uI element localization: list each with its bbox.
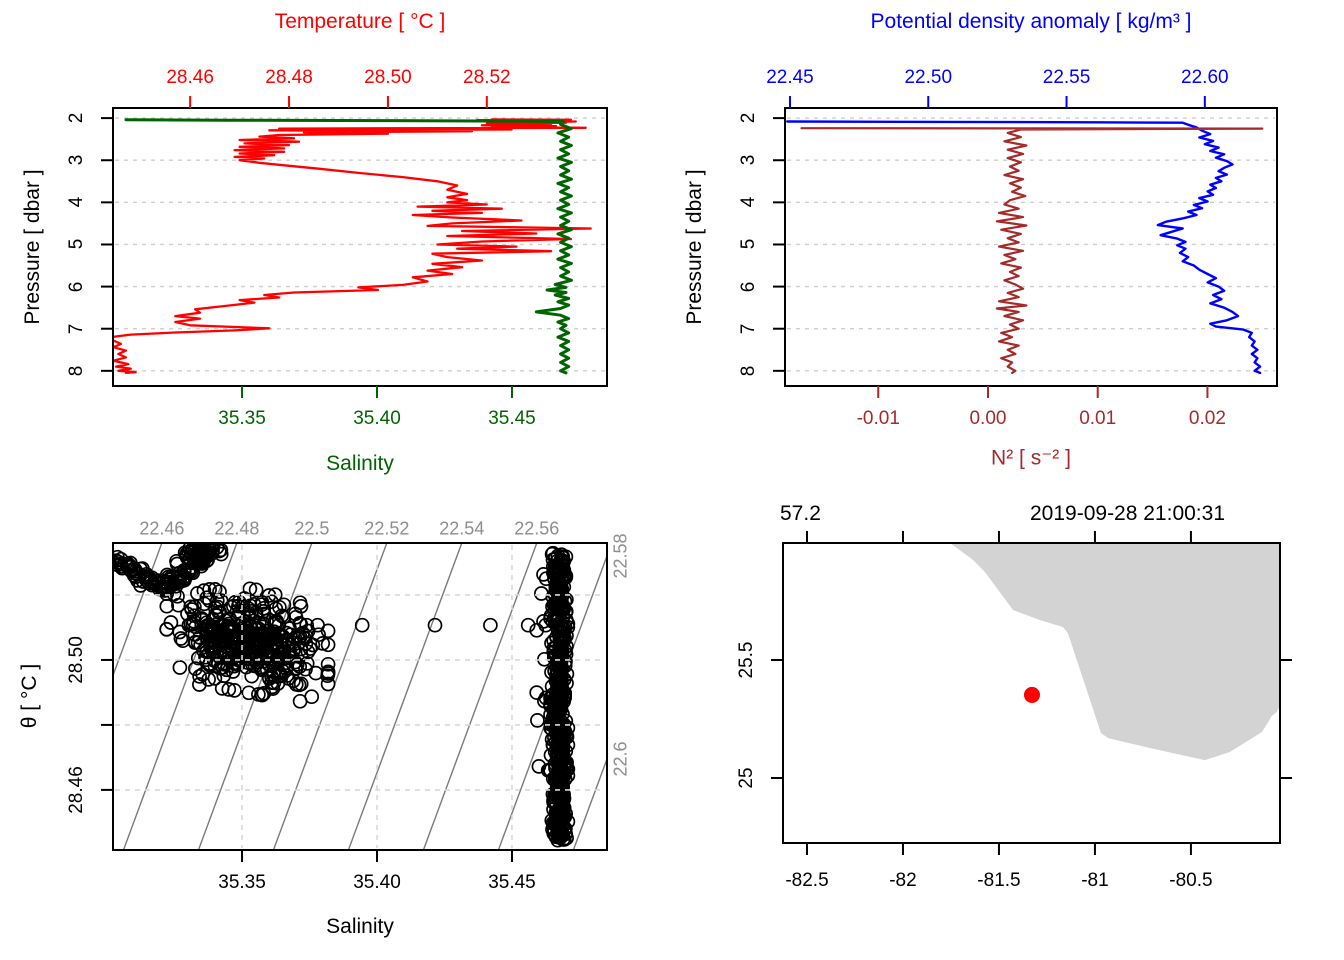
- isopycnal-label-top: 22.54: [439, 518, 485, 539]
- profile-density-N2-x_bottom-tick-label: 0.00: [969, 408, 1007, 429]
- profile-density-N2-x_top-tick-label: 22.60: [1181, 67, 1229, 88]
- station-map-x_bottom-tick-label: -82.5: [785, 870, 829, 891]
- TS-diagram-x_bottom-tick-label: 35.35: [218, 872, 266, 893]
- map-datetime-label: 2019-09-28 21:00:31: [1030, 502, 1225, 525]
- salinity-axis-title-ts: Salinity: [326, 915, 394, 938]
- profile-density-N2-x_bottom-tick-label: 0.01: [1079, 408, 1117, 429]
- profile-temperature-salinity-y-tick-label: 5: [66, 239, 87, 250]
- profile-density-N2-y-tick-label: 7: [738, 323, 759, 334]
- map-lat-tick-label: 25: [736, 767, 757, 789]
- profile-density-N2-x_top-tick-label: 22.50: [904, 67, 953, 88]
- station-map-x_bottom-tick-label: -81.5: [977, 870, 1021, 891]
- pressure-axis-title-right: Pressure [ dbar ]: [683, 169, 706, 325]
- station-map-x_bottom-tick-label: -81: [1081, 870, 1109, 891]
- profile-temperature-salinity-y-tick-label: 3: [66, 154, 87, 166]
- TS-diagram-x_bottom-tick-label: 35.45: [488, 872, 536, 893]
- profile-density-N2-x_bottom-tick-label: -0.01: [856, 408, 900, 429]
- map-lat-tick-label: 25.5: [736, 641, 757, 679]
- profile-temperature-salinity-y-tick-label: 4: [66, 197, 87, 208]
- profile-density-N2-x_bottom-tick-label: 0.02: [1188, 408, 1226, 429]
- density-axis-title: Potential density anomaly [ kg/m³ ]: [870, 10, 1192, 33]
- profile-temperature-salinity-x_top-tick-label: 28.48: [265, 67, 313, 88]
- profile-temperature-salinity-x_bottom-tick-label: 35.35: [218, 408, 266, 429]
- TS-diagram-x_bottom-tick-label: 35.40: [353, 872, 401, 893]
- isopycnal-label-top: 22.48: [214, 518, 260, 539]
- TS-diagram-y-tick-label: 28.50: [66, 636, 87, 684]
- TS-diagram-y-tick-label: 28.46: [66, 766, 87, 814]
- profile-density-N2-y-tick-label: 3: [738, 154, 759, 166]
- profile-temperature-salinity-x_bottom-tick-label: 35.40: [353, 408, 401, 429]
- n2-axis-title: N² [ s⁻² ]: [991, 446, 1071, 470]
- map-depth-label: 57.2: [780, 502, 821, 525]
- profile-temperature-salinity-x_top-tick-label: 28.50: [364, 67, 412, 88]
- profile-density-N2-y-tick-label: 5: [738, 239, 759, 250]
- isopycnal-label-top: 22.52: [364, 518, 410, 539]
- isopycnal-label-top: 22.5: [294, 518, 330, 539]
- station-dot: [1023, 686, 1040, 703]
- isopycnal-label-right: 22.58: [610, 533, 631, 579]
- station-map-x_bottom-tick-label: -80.5: [1169, 870, 1213, 891]
- profile-density-N2-y-tick-label: 8: [738, 365, 759, 377]
- profile-density-N2-x_top-tick-label: 22.55: [1042, 67, 1091, 88]
- isopycnal-label-top: 22.46: [139, 518, 185, 539]
- profile-density-N2-y-tick-label: 2: [738, 112, 759, 124]
- profile-temperature-salinity-x_bottom-tick-label: 35.45: [488, 408, 536, 429]
- isopycnal-label-top: 22.56: [514, 518, 560, 539]
- profile-temperature-salinity-y-tick-label: 2: [66, 112, 87, 124]
- theta-axis-title: θ [ °C ]: [18, 663, 41, 729]
- profile-temperature-salinity-x_top-tick-label: 28.46: [166, 67, 214, 88]
- profile-density-N2-y-tick-label: 6: [738, 281, 759, 292]
- profile-temperature-salinity-x_top-tick-label: 28.52: [463, 67, 511, 88]
- profile-density-N2-y-tick-label: 4: [738, 197, 759, 208]
- profile-temperature-salinity-y-tick-label: 7: [66, 323, 87, 334]
- salinity-axis-title-profile: Salinity: [326, 452, 394, 475]
- isopycnal-label-right: 22.6: [610, 741, 631, 777]
- land-polygon: [950, 543, 1280, 761]
- pressure-axis-title-left: Pressure [ dbar ]: [21, 169, 44, 325]
- profile-temperature-salinity-y-tick-label: 8: [66, 365, 87, 377]
- profile-temperature-salinity-y-tick-label: 6: [66, 281, 87, 292]
- temperature-axis-title: Temperature [ °C ]: [274, 10, 446, 33]
- profile-density-N2-x_top-tick-label: 22.45: [766, 67, 814, 88]
- station-map-x_bottom-tick-label: -82: [889, 870, 917, 891]
